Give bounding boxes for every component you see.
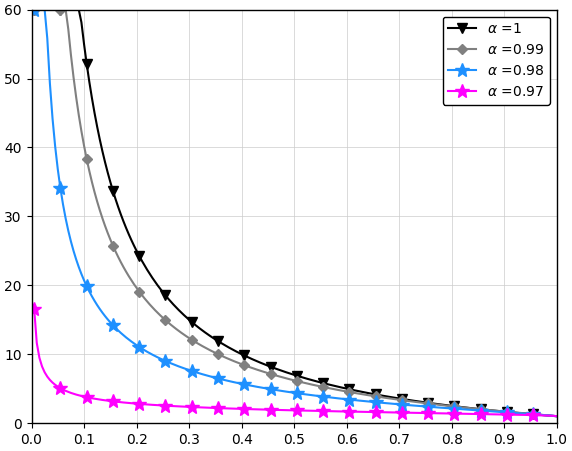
$\alpha$ =1 [31,7,38,12]
$\alpha$ =1 [62,7,69,12]
$\alpha$ =1 [51,7,58,12]
$\alpha$ =0.99 [51,7,58,12]
$\alpha$ =1 [509,410,515,415]
$\alpha$ =0.97 [527,412,534,418]
$\alpha$ =0.97 [509,412,515,417]
$\alpha$ =0.98 [31,7,38,12]
Line: $\alpha$ =0.99: $\alpha$ =0.99 [31,6,561,420]
$\alpha$ =0.98 [553,414,560,419]
$\alpha$ =0.97 [128,400,135,406]
$\alpha$ =1 [527,411,534,417]
$\alpha$ =0.99 [170,324,177,330]
Line: $\alpha$ =0.98: $\alpha$ =0.98 [27,3,564,423]
$\alpha$ =0.98 [62,216,69,221]
Line: $\alpha$ =0.97: $\alpha$ =0.97 [27,302,564,423]
$\alpha$ =1 [128,237,135,243]
$\alpha$ =1 [170,302,177,307]
$\alpha$ =0.99 [128,277,135,283]
$\alpha$ =0.99 [31,7,38,12]
$\alpha$ =0.97 [170,403,177,409]
$\alpha$ =0.98 [527,411,534,417]
$\alpha$ =0.97 [51,382,58,387]
$\alpha$ =0.97 [62,388,69,394]
$\alpha$ =0.98 [128,339,135,344]
$\alpha$ =0.99 [553,414,560,419]
$\alpha$ =0.99 [62,7,69,12]
$\alpha$ =1 [553,414,560,419]
$\alpha$ =0.97 [31,306,38,311]
Line: $\alpha$ =1: $\alpha$ =1 [29,5,562,421]
$\alpha$ =0.99 [527,411,534,417]
$\alpha$ =0.97 [553,414,560,419]
$\alpha$ =0.99 [509,410,515,415]
$\alpha$ =0.98 [170,362,177,367]
$\alpha$ =0.98 [509,410,515,415]
Legend: $\alpha$ =1, $\alpha$ =0.99, $\alpha$ =0.98, $\alpha$ =0.97: $\alpha$ =1, $\alpha$ =0.99, $\alpha$ =0… [443,17,550,105]
$\alpha$ =0.98 [51,143,58,149]
